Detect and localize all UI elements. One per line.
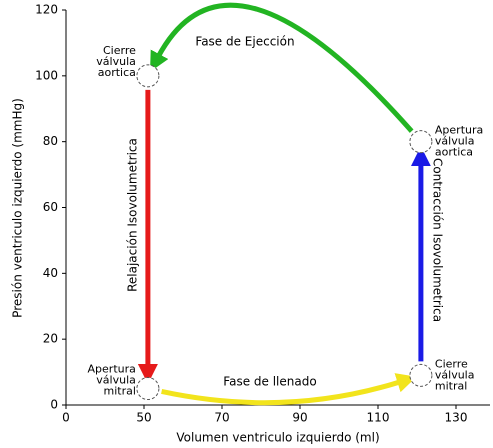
y-tick-label: 120 — [35, 3, 58, 17]
y-tick-label: 80 — [43, 134, 58, 148]
point-label: Apertura — [435, 124, 483, 137]
point-label: válvula — [96, 374, 136, 387]
phase-arrow — [161, 373, 417, 406]
valve-point — [136, 64, 160, 88]
valve-point — [409, 363, 433, 387]
phase-label: Fase de Ejección — [195, 35, 294, 49]
y-tick-label: 40 — [43, 266, 58, 280]
point-label: válvula — [435, 135, 475, 148]
point-label: Cierre — [103, 44, 136, 57]
phase-label: Relajación Isovolumetrica — [126, 138, 140, 292]
phase-arrow — [150, 2, 414, 133]
x-tick-label: 90 — [292, 411, 307, 425]
x-tick-label: 50 — [136, 411, 151, 425]
point-label: válvula — [435, 368, 475, 381]
point-label: mitral — [103, 385, 135, 398]
x-tick-label: 0 — [62, 411, 70, 425]
point-label: aortica — [98, 66, 136, 79]
phase-label: Contracción Isovolumetrica — [431, 158, 445, 322]
x-tick-label: 110 — [367, 411, 390, 425]
x-tick-label: 130 — [445, 411, 468, 425]
x-axis-title: Volumen ventriculo izquierdo (ml) — [176, 431, 379, 445]
phase-label: Fase de llenado — [223, 375, 316, 389]
y-tick-label: 60 — [43, 200, 58, 214]
point-label: Cierre — [435, 357, 468, 370]
valve-point — [409, 130, 433, 154]
x-tick-label: 70 — [214, 411, 229, 425]
point-label: mitral — [435, 379, 467, 392]
y-tick-label: 100 — [35, 68, 58, 82]
y-axis-title: Presión ventriculo izquierdo (mmHg) — [11, 98, 25, 318]
y-tick-label: 0 — [50, 398, 58, 412]
point-label: Apertura — [88, 363, 136, 376]
point-label: aortica — [435, 146, 473, 159]
point-label: válvula — [96, 55, 136, 68]
valve-point — [136, 377, 160, 401]
y-tick-label: 20 — [43, 332, 58, 346]
